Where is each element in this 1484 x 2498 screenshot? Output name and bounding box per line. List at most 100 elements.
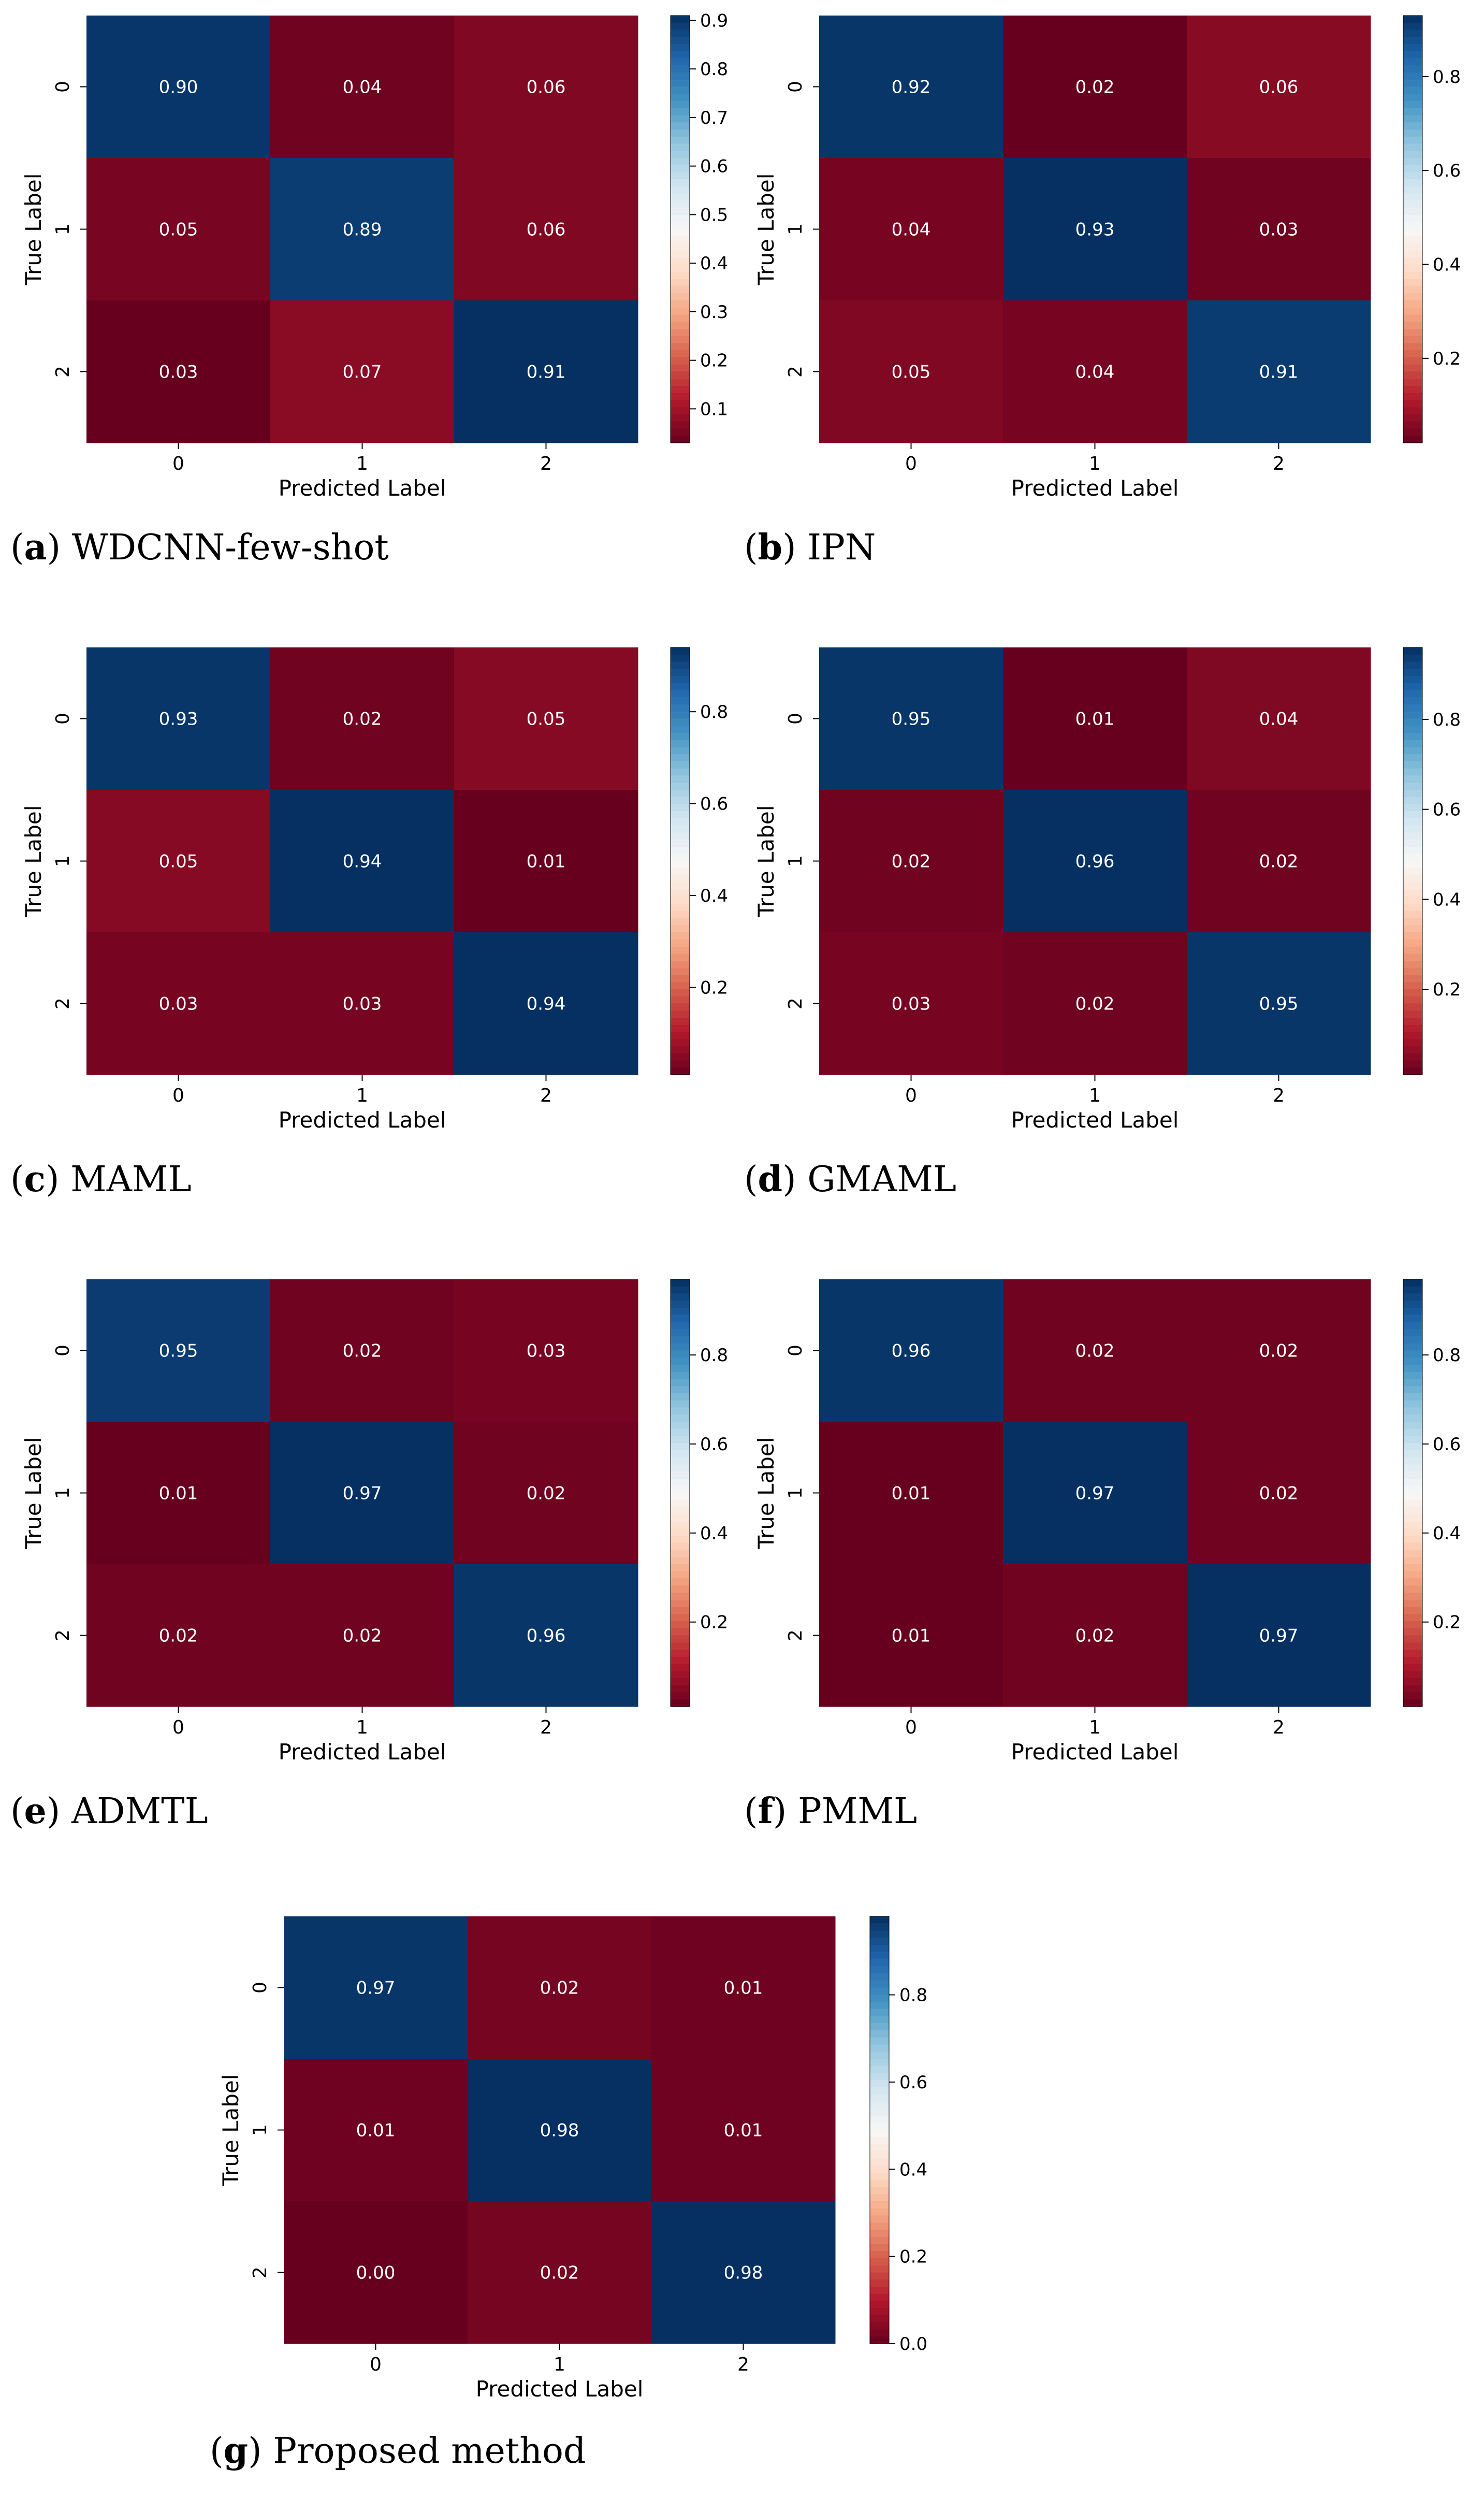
colorbar-segment — [1403, 1336, 1422, 1344]
heatmap-cell — [1003, 158, 1187, 301]
heatmap-cell — [1003, 1422, 1187, 1565]
colorbar-segment — [870, 1952, 889, 1960]
cell-value-label: 0.06 — [527, 220, 566, 240]
colorbar-segment — [671, 22, 690, 31]
colorbar-segment — [671, 73, 690, 80]
colorbar-segment — [671, 1585, 690, 1593]
colorbar-segment — [1403, 1032, 1422, 1039]
cell-value-label: 0.02 — [1259, 1483, 1299, 1504]
cell-value-label: 0.02 — [1075, 994, 1115, 1015]
colorbar-segment — [671, 1692, 690, 1700]
colorbar-segment — [1403, 1343, 1422, 1351]
colorbar-segment — [671, 1308, 690, 1316]
cell-value-label: 0.98 — [540, 2120, 579, 2141]
x-tick-label: 1 — [1089, 1717, 1101, 1738]
colorbar-segment — [671, 1635, 690, 1643]
colorbar-segment — [671, 939, 690, 947]
colorbar-segment — [1403, 1528, 1422, 1536]
heatmap-cell — [270, 1564, 455, 1707]
colorbar-segment — [671, 122, 690, 130]
colorbar-segment — [1403, 1279, 1422, 1287]
colorbar-segment — [870, 2315, 889, 2323]
colorbar-segment — [671, 1507, 690, 1515]
cell-value-label: 0.07 — [343, 362, 382, 383]
heatmap-cell — [1003, 1279, 1187, 1422]
y-axis-label: True Label — [218, 2074, 243, 2187]
colorbar-segment — [1403, 1614, 1422, 1622]
colorbar-segment — [870, 2265, 889, 2273]
colorbar-segment — [1403, 1550, 1422, 1557]
heatmap-cell — [270, 1422, 455, 1565]
colorbar-segment — [1403, 143, 1422, 151]
colorbar-segment — [671, 1032, 690, 1039]
colorbar-segment — [1403, 1471, 1422, 1479]
colorbar-segment — [1403, 1507, 1422, 1515]
colorbar-segment — [671, 165, 690, 173]
colorbar-segment — [1403, 1386, 1422, 1394]
heatmap-cell — [1187, 1279, 1371, 1422]
y-tick-label: 0 — [52, 713, 74, 725]
colorbar-segment — [1403, 172, 1422, 180]
colorbar-tick-label: 0.4 — [1433, 889, 1461, 910]
colorbar-segment — [671, 200, 690, 208]
colorbar-segment — [1403, 44, 1422, 52]
colorbar-segment — [870, 1923, 889, 1931]
colorbar-segment — [671, 718, 690, 726]
colorbar-tick-label: 0.5 — [700, 205, 728, 225]
colorbar-segment — [1403, 790, 1422, 798]
colorbar-segment — [671, 889, 690, 897]
colorbar-frame — [869, 1916, 890, 2344]
colorbar-segment — [1403, 1628, 1422, 1636]
colorbar-tick-label: 0.6 — [1433, 161, 1461, 181]
heatmap-cell — [86, 16, 271, 158]
colorbar-segment — [870, 2002, 889, 2010]
colorbar-segment — [1403, 265, 1422, 272]
colorbar-tick-label: 0.6 — [1433, 1434, 1461, 1455]
caption-text: ADMTL — [71, 1791, 208, 1832]
caption-letter: e — [24, 1791, 47, 1832]
colorbar-segment — [1403, 1564, 1422, 1572]
colorbar-segment — [671, 329, 690, 337]
heatmap-panel-c: 0.93 0.02 0.05 0.05 0.94 0.01 0.03 0.03 0.94 0 1 2 0… — [10, 647, 728, 1200]
colorbar-segment — [1403, 1393, 1422, 1401]
colorbar-segment — [870, 1973, 889, 1981]
x-tick-label: 1 — [1089, 1085, 1101, 1106]
colorbar-segment — [1403, 122, 1422, 130]
colorbar-segment — [671, 961, 690, 969]
colorbar-segment — [1403, 897, 1422, 904]
colorbar-segment — [1403, 215, 1422, 223]
colorbar-segment — [1403, 279, 1422, 287]
colorbar-segment — [1403, 179, 1422, 187]
colorbar-segment — [1403, 1053, 1422, 1061]
y-axis-label: True Label — [21, 174, 46, 286]
y-tick-label: 0 — [52, 1345, 74, 1356]
colorbar-segment — [1403, 1557, 1422, 1565]
y-tick-label: 2 — [250, 2266, 271, 2278]
colorbar-segment — [671, 1599, 690, 1608]
colorbar-segment — [1403, 186, 1422, 194]
colorbar-segment — [671, 279, 690, 287]
cell-value-label: 0.02 — [343, 1341, 382, 1362]
colorbar-segment — [671, 16, 690, 23]
colorbar-segment — [1403, 1293, 1422, 1301]
colorbar-segment — [870, 2293, 889, 2302]
colorbar-segment — [671, 854, 690, 862]
colorbar-segment — [671, 1671, 690, 1679]
colorbar-segment — [671, 44, 690, 52]
colorbar-segment — [1403, 946, 1422, 954]
cell-value-label: 0.05 — [159, 851, 198, 872]
colorbar-segment — [671, 1642, 690, 1650]
colorbar-segment — [1403, 939, 1422, 947]
colorbar-segment — [1403, 832, 1422, 840]
colorbar-segment — [671, 1293, 690, 1301]
colorbar-segment — [671, 1479, 690, 1486]
colorbar-segment — [671, 1286, 690, 1294]
colorbar-segment — [671, 1428, 690, 1437]
colorbar-segment — [671, 904, 690, 912]
colorbar-segment — [1403, 747, 1422, 755]
cell-value-label: 0.91 — [1259, 362, 1299, 383]
colorbar-segment — [1403, 158, 1422, 166]
colorbar-segment — [671, 697, 690, 705]
colorbar-segment — [671, 1358, 690, 1365]
colorbar-segment — [1403, 1536, 1422, 1543]
